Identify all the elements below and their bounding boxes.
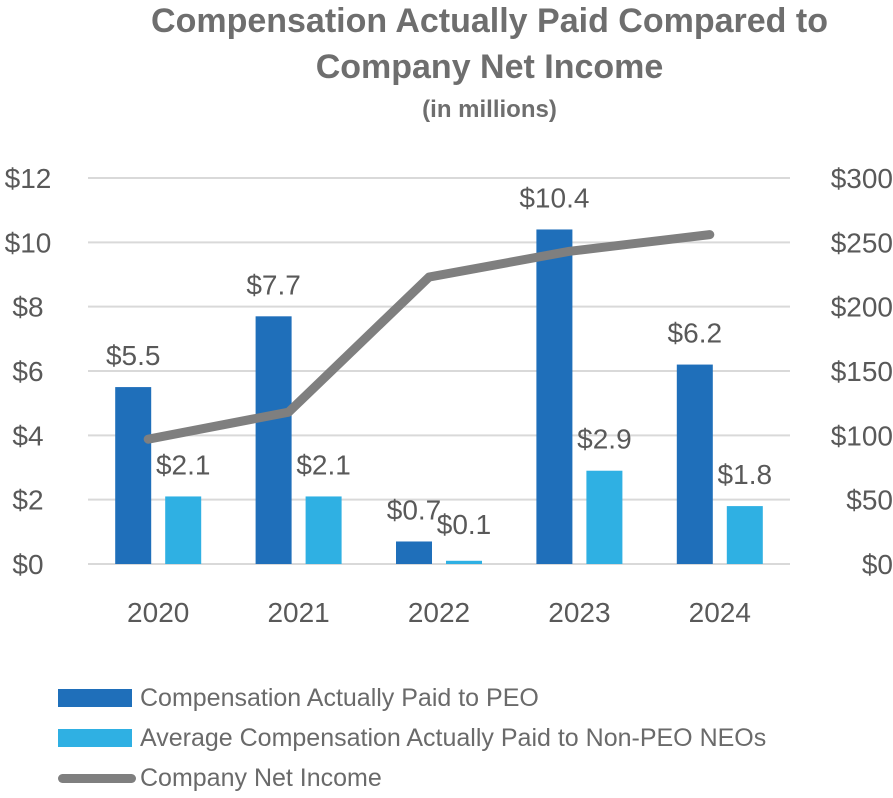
x-axis-tick-label: 2020 (127, 597, 189, 628)
data-label-peo: $7.7 (246, 269, 301, 300)
legend-swatch-peo (58, 689, 132, 707)
bar-peo (115, 387, 152, 564)
left-axis-tick-label: $10 (5, 227, 52, 258)
data-label-peo: $10.4 (519, 182, 589, 213)
right-axis-tick-label: $150 (831, 356, 893, 387)
left-axis-tick-label: $12 (5, 163, 52, 194)
right-axis-tick-label: $300 (831, 163, 893, 194)
legend-item-non-peo: Average Compensation Actually Paid to No… (58, 718, 766, 758)
legend-label-peo: Compensation Actually Paid to PEO (140, 683, 539, 712)
left-axis-tick-label: $8 (12, 292, 43, 323)
data-label-peo: $6.2 (668, 318, 723, 349)
right-axis-tick-label: $0 (862, 549, 893, 580)
left-axis-tick-label: $0 (12, 549, 43, 580)
x-axis-tick-label: 2022 (408, 597, 470, 628)
chart-legend: Compensation Actually Paid to PEO Averag… (58, 678, 766, 798)
data-label-non-peo: $2.1 (156, 449, 211, 480)
bar-peo (536, 229, 573, 564)
legend-swatch-non-peo (58, 729, 132, 747)
left-axis-tick-label: $4 (12, 420, 43, 451)
left-axis-tick-label: $2 (12, 485, 43, 516)
legend-item-peo: Compensation Actually Paid to PEO (58, 678, 766, 718)
bar-non-peo (586, 470, 623, 564)
x-axis-tick-label: 2021 (267, 597, 329, 628)
right-axis-tick-label: $100 (831, 420, 893, 451)
x-axis-tick-label: 2023 (548, 597, 610, 628)
data-label-peo: $0.7 (387, 494, 442, 525)
legend-swatch-net-income (58, 773, 136, 783)
bar-peo (676, 364, 713, 564)
bar-non-peo (165, 496, 202, 564)
data-label-non-peo: $2.9 (577, 424, 632, 455)
chart-subtitle: (in millions) (422, 96, 557, 123)
data-label-non-peo: $0.1 (437, 509, 492, 540)
bar-peo (255, 316, 292, 564)
legend-label-non-peo: Average Compensation Actually Paid to No… (140, 723, 767, 752)
chart-plot: $0 $2 $4 $6 $8 $10 $12 $0 $50 $100 $150 $200 $250 $30… (5, 163, 893, 628)
legend-label-net-income: Company Net Income (140, 763, 382, 792)
x-axis-tick-label: 2024 (689, 597, 751, 628)
left-axis-tick-label: $6 (12, 356, 43, 387)
bar-non-peo (446, 560, 482, 564)
bar-non-peo (726, 506, 763, 564)
bar-non-peo (305, 496, 342, 564)
chart-title-line-2: Company Net Income (315, 48, 664, 86)
right-axis-tick-label: $250 (831, 227, 893, 258)
legend-item-net-income: Company Net Income (58, 758, 766, 798)
data-label-non-peo: $2.1 (296, 449, 351, 480)
chart-title-line-1: Compensation Actually Paid Compared to (151, 2, 828, 40)
data-label-peo: $5.5 (106, 340, 161, 371)
right-axis-tick-label: $50 (846, 485, 893, 516)
right-axis-tick-label: $200 (831, 292, 893, 323)
line-net-income (143, 230, 715, 444)
bar-peo (396, 541, 432, 564)
data-label-non-peo: $1.8 (718, 459, 773, 490)
